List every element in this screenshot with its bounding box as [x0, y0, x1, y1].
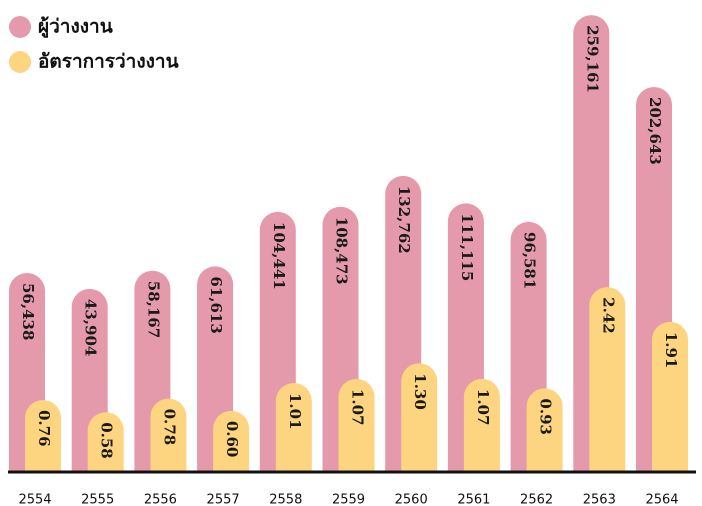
bar-group: [87, 412, 124, 472]
x-tick-label: 2564: [645, 493, 678, 506]
value-label: 0.76: [35, 410, 53, 447]
bar: [275, 382, 312, 472]
bar: [463, 378, 500, 472]
x-tick-label: 2559: [332, 493, 365, 506]
bar: [401, 363, 438, 472]
bar-group: [526, 388, 563, 472]
bar-group: [652, 321, 688, 472]
value-label: 61,613: [207, 276, 225, 333]
value-label: 202,643: [646, 97, 664, 165]
bar: [25, 399, 61, 472]
bar-group: [150, 398, 187, 472]
bar: [213, 410, 250, 472]
x-tick-label: 2555: [81, 493, 114, 506]
legend-swatch: [9, 16, 31, 38]
value-label: 111,115: [458, 213, 476, 281]
bar: [589, 287, 626, 472]
value-label: 0.93: [537, 398, 555, 435]
x-tick-label: 2554: [18, 493, 51, 506]
value-label: 1.07: [349, 389, 367, 426]
x-tick-label: 2556: [144, 493, 177, 506]
x-tick-label: 2562: [520, 493, 553, 506]
value-label: 2.42: [599, 297, 617, 334]
bar-group: [463, 378, 500, 472]
x-tick-label: 2560: [395, 493, 428, 506]
value-label: 0.60: [223, 421, 241, 458]
value-label: 56,438: [19, 283, 37, 340]
legend-label: อัตราการว่างงาน: [38, 51, 179, 73]
value-label: 259,161: [583, 25, 601, 93]
bar-group: [338, 378, 375, 472]
bar-group: [275, 382, 312, 472]
value-label: 58,167: [144, 281, 162, 338]
value-label: 0.78: [160, 409, 178, 446]
legend-label: ผู้ว่างงาน: [38, 16, 113, 39]
bar: [87, 412, 124, 472]
bar: [652, 321, 688, 472]
bar: [338, 378, 375, 472]
bar-group: [589, 287, 626, 472]
value-label: 96,581: [521, 232, 539, 289]
value-label: 43,904: [82, 299, 100, 356]
value-label: 108,473: [333, 217, 351, 285]
value-label: 132,762: [395, 186, 413, 254]
x-tick-label: 2558: [269, 493, 302, 506]
bar: [526, 388, 563, 472]
value-label: 1.91: [662, 332, 680, 369]
value-label: 1.07: [474, 389, 492, 426]
value-label: 0.58: [98, 422, 116, 459]
value-label: 1.30: [411, 373, 429, 410]
bar-group: [25, 399, 61, 472]
x-tick-label: 2561: [457, 493, 490, 506]
value-label: 104,441: [270, 222, 288, 290]
x-tick-label: 2557: [207, 493, 240, 506]
bar-group: [401, 363, 438, 472]
bar: [150, 398, 187, 472]
value-label: 1.01: [286, 393, 304, 430]
bar-group: [213, 410, 250, 472]
x-tick-label: 2563: [583, 493, 616, 506]
legend-swatch: [9, 51, 31, 73]
